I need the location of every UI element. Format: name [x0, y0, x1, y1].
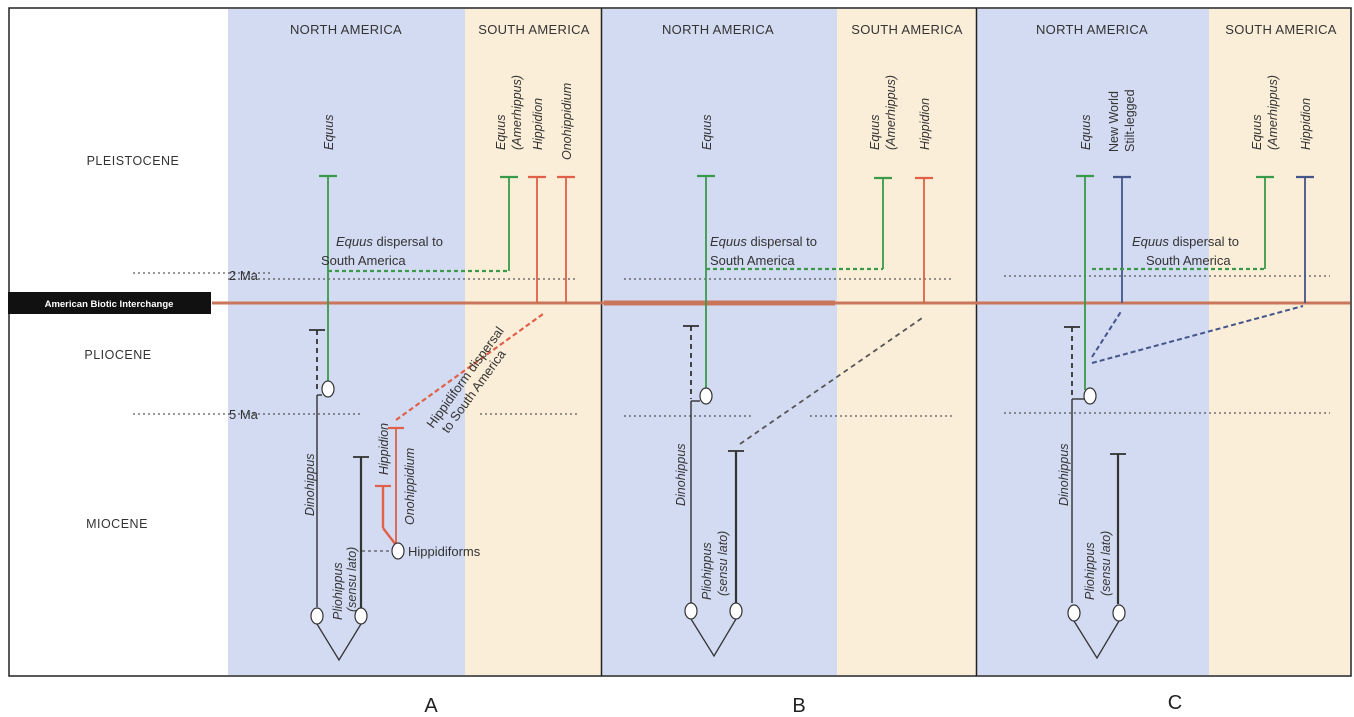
panel-a-equus-dispersal-note-2: South America [321, 253, 406, 268]
panel-b-hippidiform-dispersal-line [739, 315, 926, 445]
panel-a-amerhippus-label-2: (Amerhippus) [510, 75, 524, 150]
panel-c-pliohippus-label-1: Pliohippus [1083, 542, 1097, 600]
panel-c-hippidion-label: Hippidion [1299, 98, 1313, 150]
panel-a-south-bg [465, 9, 601, 675]
panel-a-equus-node [321, 380, 335, 398]
panel-b-root [690, 618, 737, 658]
epoch-miocene: MIOCENE [86, 517, 148, 531]
panel-a-hippidion-sa-label: Hippidion [531, 98, 545, 150]
panel-b-hippidion-sa-label: Hippidion [918, 98, 932, 150]
panel-a-hippidiforms-label: Hippidiforms [408, 544, 481, 559]
panel-a-pliohippus-label-2: (sensu lato) [345, 547, 359, 612]
panel-c-pliohippus-label-2: (sensu lato) [1099, 531, 1113, 596]
panel-c-equus-dispersal-note-1: Equus dispersal to [1132, 234, 1239, 249]
panel-c-hippidion-dispersal-line [1091, 305, 1304, 364]
panel-b-north-header: NORTH AMERICA [662, 22, 774, 37]
panel-b-equus-label: Equus [700, 115, 714, 150]
interchange-label: American Biotic Interchange [45, 299, 174, 310]
panel-label-a: A [424, 695, 438, 717]
panel-a-hippidiform-node [391, 542, 405, 560]
panel-c-root-node-left [1067, 604, 1081, 622]
panel-b-pliohippus-label-1: Pliohippus [700, 542, 714, 600]
panel-a-equus-dispersal-note-1: Equus dispersal to [336, 234, 443, 249]
panel-a-hippidion-na-label: Hippidion [377, 423, 391, 475]
panel-a-onohippidium-sa-label: Onohippidium [560, 83, 574, 160]
panel-b-pliohippus-label-2: (sensu lato) [716, 531, 730, 596]
interchange-label-bg [8, 292, 211, 314]
panel-a-root-node-left [310, 607, 324, 625]
panel-c-north-header: NORTH AMERICA [1036, 22, 1148, 37]
panel-a-onohippidium-na-label: Onohippidium [403, 448, 417, 525]
panel-c-stilt-label-2: Stilt-legged [1123, 89, 1137, 152]
panel-a-hippidiform-dispersal-line [395, 313, 544, 421]
panel-b-equus-dispersal-note-1: Equus dispersal to [710, 234, 817, 249]
panel-a-north-bg [228, 9, 465, 675]
panel-a-root-node-right [354, 607, 368, 625]
panel-c-amerhippus-label-1: Equus [1250, 115, 1264, 150]
panel-c-equus-dispersal-note-2: South America [1146, 253, 1231, 268]
panel-b-amerhippus-label-2: (Amerhippus) [884, 75, 898, 150]
panel-a-amerhippus-label-1: Equus [494, 115, 508, 150]
epoch-pliocene: PLIOCENE [84, 348, 151, 362]
panel-a-south-header: SOUTH AMERICA [478, 22, 590, 37]
panel-b-north-bg [602, 9, 837, 675]
panel-a-root [316, 623, 362, 662]
panel-a-onohippidium-na-join [382, 527, 397, 546]
panel-c-amerhippus-label-2: (Amerhippus) [1266, 75, 1280, 150]
panel-b-south-bg [837, 9, 976, 675]
panel-c-equus-node [1083, 387, 1097, 405]
panel-b-root-node-left [684, 602, 698, 620]
panel-label-b: B [792, 695, 805, 717]
panel-label-c: C [1168, 692, 1182, 714]
panel-a-north-header: NORTH AMERICA [290, 22, 402, 37]
ma5-label: 5 Ma [229, 407, 259, 422]
panel-a-dinohippus-label: Dinohippus [303, 453, 317, 516]
panel-b-equus-dispersal-note-2: South America [710, 253, 795, 268]
panel-b-amerhippus-label-1: Equus [868, 115, 882, 150]
panel-b-south-header: SOUTH AMERICA [851, 22, 963, 37]
panel-c-equus-label: Equus [1079, 115, 1093, 150]
panel-b-root-node-right [729, 602, 743, 620]
ma2-label: 2 Ma [229, 268, 259, 283]
panel-a-pliohippus-label-1: Pliohippus [331, 562, 345, 620]
panel-c-dinohippus-label: Dinohippus [1057, 443, 1071, 506]
panel-c-south-header: SOUTH AMERICA [1225, 22, 1337, 37]
panel-c-stilt-label-1: New World [1107, 91, 1121, 152]
panel-b-equus-node [699, 387, 713, 405]
panel-b-dinohippus-label: Dinohippus [674, 443, 688, 506]
panel-c-root-node-right [1112, 604, 1126, 622]
panel-c-stilt-dispersal-line [1091, 309, 1123, 358]
epoch-pleistocene: PLEISTOCENE [87, 154, 180, 168]
panel-c-south-bg [1209, 9, 1350, 675]
panel-c-root [1073, 620, 1120, 660]
panel-a-equus-label: Equus [322, 115, 336, 150]
